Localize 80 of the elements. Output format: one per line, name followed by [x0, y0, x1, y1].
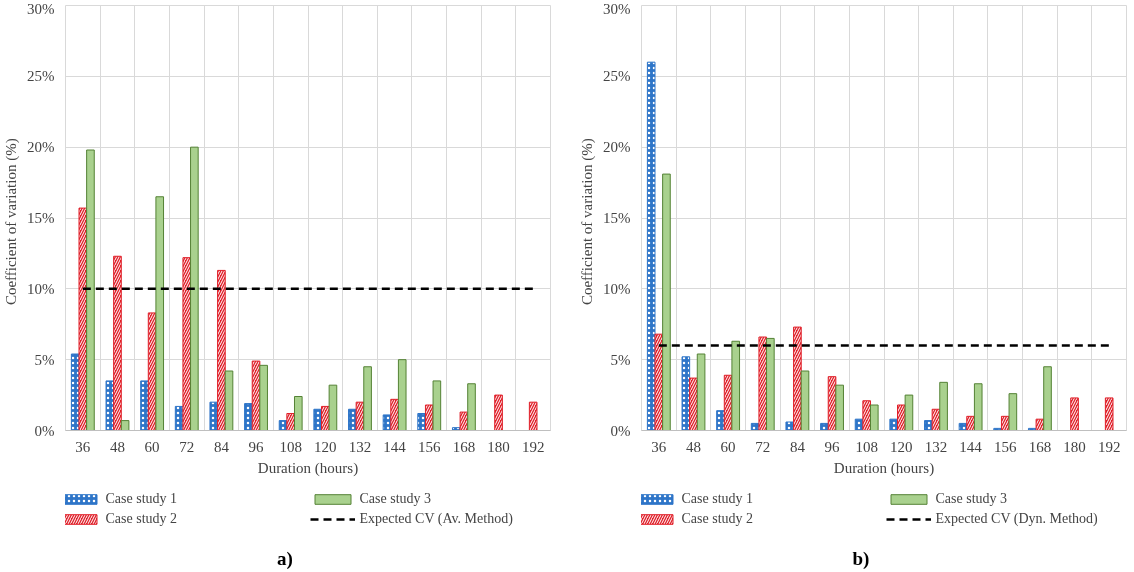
x-tick-label: 72	[755, 438, 771, 455]
x-tick-label: 36	[651, 438, 667, 455]
x-tick-label: 48	[685, 438, 701, 455]
x-axis-title: Duration (hours)	[257, 459, 359, 477]
text: a)	[277, 547, 293, 571]
x-tick-label: 132	[348, 438, 372, 455]
y-tick-label: 20%	[603, 139, 631, 156]
x-tick-label: 84	[213, 438, 230, 455]
bar	[363, 366, 372, 431]
x-tick-label: 60	[144, 438, 160, 455]
x-tick-label: 96	[824, 438, 841, 455]
y-tick-label: 15%	[603, 210, 631, 226]
x-tick-label: 156	[994, 438, 1017, 455]
x-tick-label: 108	[279, 438, 302, 455]
bar	[1008, 393, 1018, 431]
bar	[397, 359, 407, 431]
legend-label: Case study 1	[105, 491, 179, 507]
y-axis-title: Coefficient of variation (%)	[3, 138, 20, 306]
x-tick-label: 156	[418, 438, 441, 455]
y-tick-label: 5%	[610, 351, 631, 368]
bar	[432, 380, 442, 431]
bar	[155, 196, 165, 431]
bar	[224, 370, 234, 431]
y-axis-title: Coefficient of variation (%)	[579, 138, 596, 306]
y-tick-label: 0%	[34, 422, 55, 439]
bar	[120, 420, 130, 431]
y-tick-label: 25%	[603, 68, 631, 85]
x-tick-label: 180	[487, 438, 510, 455]
legend-label: Case study 2	[105, 511, 179, 527]
legend-label: Expected CV (Dyn. Method)	[935, 511, 1099, 527]
bar	[662, 173, 671, 431]
x-tick-label: 84	[789, 438, 806, 455]
y-tick-label: 10%	[27, 280, 55, 297]
y-tick-label: 25%	[27, 68, 55, 85]
y-tick-label: 0%	[610, 422, 631, 439]
bar	[1043, 366, 1052, 431]
x-tick-label: 120	[314, 438, 337, 455]
bar	[259, 364, 268, 431]
x-axis-title: Duration (hours)	[833, 459, 935, 477]
legend-label: Expected CV (Av. Method)	[359, 511, 514, 527]
x-tick-label: 192	[521, 438, 545, 455]
bar	[731, 340, 741, 431]
x-tick-label: 132	[924, 438, 948, 455]
bar	[696, 353, 706, 431]
bar	[766, 337, 775, 431]
x-tick-label: 108	[855, 438, 878, 455]
bar	[328, 384, 338, 431]
legend-label: Case study 3	[935, 491, 1009, 507]
x-tick-label: 144	[383, 438, 407, 455]
x-tick-label: 180	[1063, 438, 1086, 455]
bar	[86, 149, 95, 431]
y-tick-label: 30%	[27, 0, 55, 17]
x-tick-label: 144	[959, 438, 983, 455]
y-tick-label: 10%	[603, 280, 631, 297]
legend-label: Case study 2	[681, 511, 755, 527]
bar	[973, 383, 983, 431]
legend-label: Case study 1	[681, 491, 755, 507]
bar	[190, 146, 199, 431]
y-tick-label: 20%	[27, 139, 55, 156]
legend-label: Case study 3	[359, 491, 433, 507]
bar	[800, 370, 810, 431]
y-tick-label: 30%	[603, 0, 631, 17]
text: b)	[852, 547, 870, 571]
bar	[869, 404, 879, 431]
x-tick-label: 36	[75, 438, 91, 455]
bar	[467, 383, 476, 431]
x-tick-label: 192	[1097, 438, 1121, 455]
x-tick-label: 120	[890, 438, 913, 455]
x-tick-label: 72	[179, 438, 195, 455]
x-tick-label: 168	[452, 438, 476, 455]
bar	[939, 381, 948, 431]
y-tick-label: 5%	[34, 351, 55, 368]
bar	[835, 384, 844, 431]
y-tick-label: 15%	[27, 210, 55, 226]
x-tick-label: 60	[720, 438, 736, 455]
x-tick-label: 168	[1028, 438, 1052, 455]
bar	[904, 394, 914, 431]
x-tick-label: 48	[109, 438, 125, 455]
x-tick-label: 96	[248, 438, 265, 455]
bar	[293, 396, 303, 431]
